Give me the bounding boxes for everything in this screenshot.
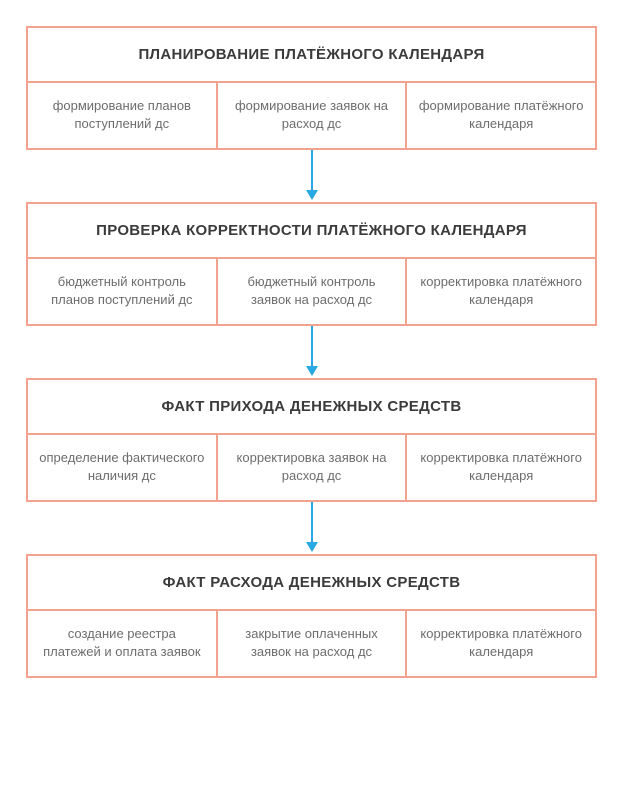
flow-block-cells: бюджетный контроль планов поступлений дс…: [28, 259, 595, 324]
flow-block: ПЛАНИРОВАНИЕ ПЛАТЁЖНОГО КАЛЕНДАРЯформиро…: [26, 26, 597, 150]
flow-arrow: [26, 150, 597, 202]
flow-block-title: ФАКТ ПРИХОДА ДЕНЕЖНЫХ СРЕДСТВ: [28, 380, 595, 435]
arrow-line: [311, 326, 313, 368]
flow-cell: корректировка платёжного календаря: [405, 435, 595, 500]
flow-cell: формирование заявок на расход дс: [216, 83, 406, 148]
arrow-line: [311, 502, 313, 544]
flow-cell: корректировка заявок на расход дс: [216, 435, 406, 500]
flow-cell: формирование планов поступлений дс: [28, 83, 216, 148]
flow-cell: закрытие оплаченных заявок на расход дс: [216, 611, 406, 676]
arrow-line: [311, 150, 313, 192]
flow-cell: корректировка платёжного календаря: [405, 259, 595, 324]
flow-cell: бюджетный контроль заявок на расход дс: [216, 259, 406, 324]
flow-block-title: ПРОВЕРКА КОРРЕКТНОСТИ ПЛАТЁЖНОГО КАЛЕНДА…: [28, 204, 595, 259]
flow-block-title: ФАКТ РАСХОДА ДЕНЕЖНЫХ СРЕДСТВ: [28, 556, 595, 611]
flow-cell: бюджетный контроль планов поступлений дс: [28, 259, 216, 324]
flow-block-cells: создание реестра платежей и оплата заяво…: [28, 611, 595, 676]
flow-block: ПРОВЕРКА КОРРЕКТНОСТИ ПЛАТЁЖНОГО КАЛЕНДА…: [26, 202, 597, 326]
flow-block: ФАКТ ПРИХОДА ДЕНЕЖНЫХ СРЕДСТВопределение…: [26, 378, 597, 502]
flow-block: ФАКТ РАСХОДА ДЕНЕЖНЫХ СРЕДСТВсоздание ре…: [26, 554, 597, 678]
flow-block-cells: определение фактического наличия дскорре…: [28, 435, 595, 500]
flow-arrow: [26, 326, 597, 378]
flow-cell: корректировка платёжного календаря: [405, 611, 595, 676]
arrow-head-icon: [306, 366, 318, 376]
flow-cell: создание реестра платежей и оплата заяво…: [28, 611, 216, 676]
arrow-head-icon: [306, 542, 318, 552]
flow-block-cells: формирование планов поступлений дсформир…: [28, 83, 595, 148]
arrow-head-icon: [306, 190, 318, 200]
flow-arrow: [26, 502, 597, 554]
flowchart-root: ПЛАНИРОВАНИЕ ПЛАТЁЖНОГО КАЛЕНДАРЯформиро…: [26, 26, 597, 678]
flow-cell: определение фактического наличия дс: [28, 435, 216, 500]
flow-cell: формирование платёжного календаря: [405, 83, 595, 148]
flow-block-title: ПЛАНИРОВАНИЕ ПЛАТЁЖНОГО КАЛЕНДАРЯ: [28, 28, 595, 83]
